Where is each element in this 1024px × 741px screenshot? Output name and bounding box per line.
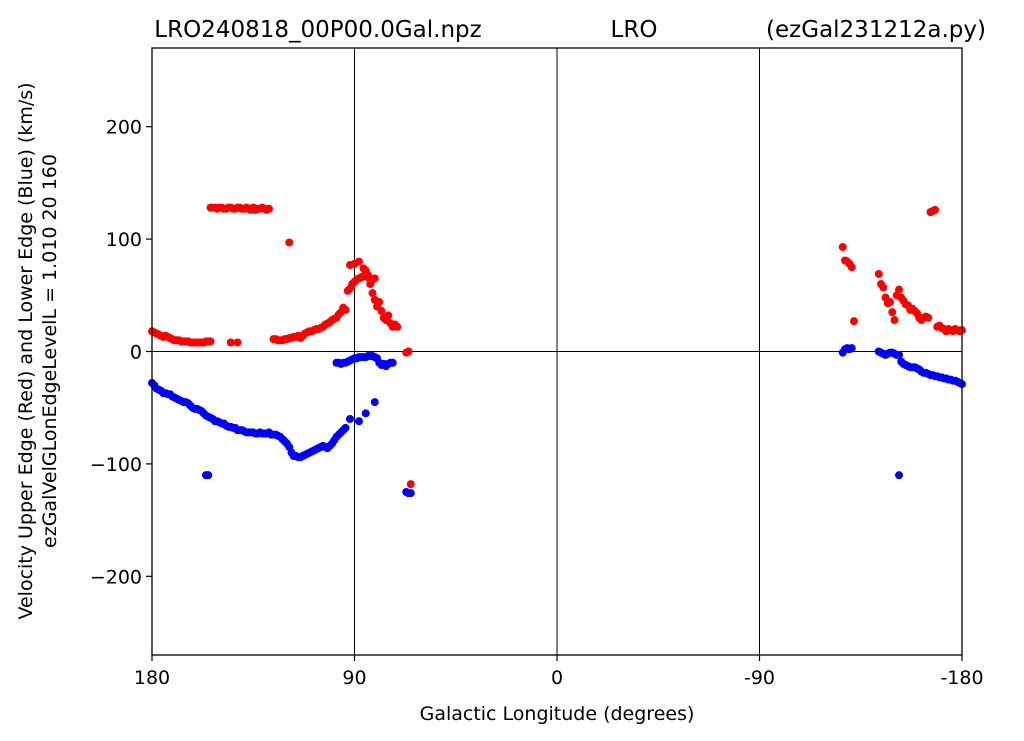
data-point-series-0 [377, 307, 386, 316]
data-point-series-0 [226, 338, 235, 347]
chart-title-station: LRO [611, 17, 658, 43]
data-point-series-0 [838, 242, 847, 251]
data-point-series-0 [393, 322, 402, 331]
data-point-series-0 [265, 204, 273, 213]
data-point-series-0 [404, 347, 413, 356]
y-tick-label: 200 [106, 117, 142, 139]
y-axis-label-line2: ezGalVelGLonEdgeLevelL = 1.010 20 160 [39, 154, 61, 548]
data-point-series-0 [366, 280, 375, 289]
data-point-series-0 [285, 238, 294, 247]
data-point-series-0 [406, 480, 415, 489]
data-point-series-1 [406, 489, 415, 498]
x-tick-label: -180 [940, 667, 983, 689]
data-point-series-0 [370, 274, 379, 283]
data-point-series-0 [368, 289, 377, 298]
data-point-series-1 [346, 414, 354, 423]
data-point-series-0 [341, 305, 350, 314]
data-point-series-0 [384, 311, 393, 320]
data-point-series-0 [233, 338, 242, 347]
y-axis-ticks: −200 −100 0 100 200 [90, 117, 152, 588]
data-point-series-0 [879, 283, 888, 292]
data-point-series-1 [847, 344, 856, 353]
data-point-series-0 [850, 317, 858, 326]
chart-title-program: (ezGal231212a.py) [766, 17, 986, 43]
chart-title-filename: LRO240818_00P00.0Gal.npz [154, 17, 481, 43]
data-point-series-1 [895, 350, 903, 359]
data-point-series-0 [886, 298, 894, 307]
data-points [148, 203, 966, 498]
data-point-series-1 [355, 417, 363, 426]
data-point-series-0 [206, 337, 215, 346]
data-point-series-0 [931, 205, 939, 214]
y-tick-label: 0 [130, 342, 142, 364]
data-point-series-0 [888, 308, 897, 317]
data-point-series-0 [355, 257, 363, 266]
x-tick-label: 90 [342, 667, 366, 689]
x-axis-ticks: 180 90 0 -90 -180 [134, 655, 984, 689]
data-point-series-1 [388, 358, 397, 367]
data-point-series-0 [924, 313, 933, 322]
data-point-series-0 [890, 316, 899, 325]
x-tick-label: -90 [744, 667, 775, 689]
data-point-series-1 [895, 471, 903, 480]
y-axis-label-line1: Velocity Upper Edge (Red) and Lower Edge… [15, 82, 37, 619]
x-tick-label: 0 [551, 667, 563, 689]
y-tick-label: −200 [90, 566, 142, 588]
data-point-series-1 [361, 409, 370, 418]
data-point-series-0 [874, 269, 883, 278]
x-tick-label: 180 [134, 667, 170, 689]
data-point-series-1 [341, 423, 350, 432]
y-tick-label: −100 [90, 454, 142, 476]
data-point-series-1 [204, 471, 213, 480]
x-axis-label: Galactic Longitude (degrees) [420, 703, 695, 725]
gridlines [152, 48, 962, 655]
data-point-series-0 [847, 263, 856, 272]
data-point-series-0 [895, 285, 903, 294]
y-tick-label: 100 [106, 229, 142, 251]
data-point-series-1 [370, 398, 379, 407]
data-point-series-0 [375, 298, 384, 307]
data-point-series-0 [364, 271, 372, 280]
